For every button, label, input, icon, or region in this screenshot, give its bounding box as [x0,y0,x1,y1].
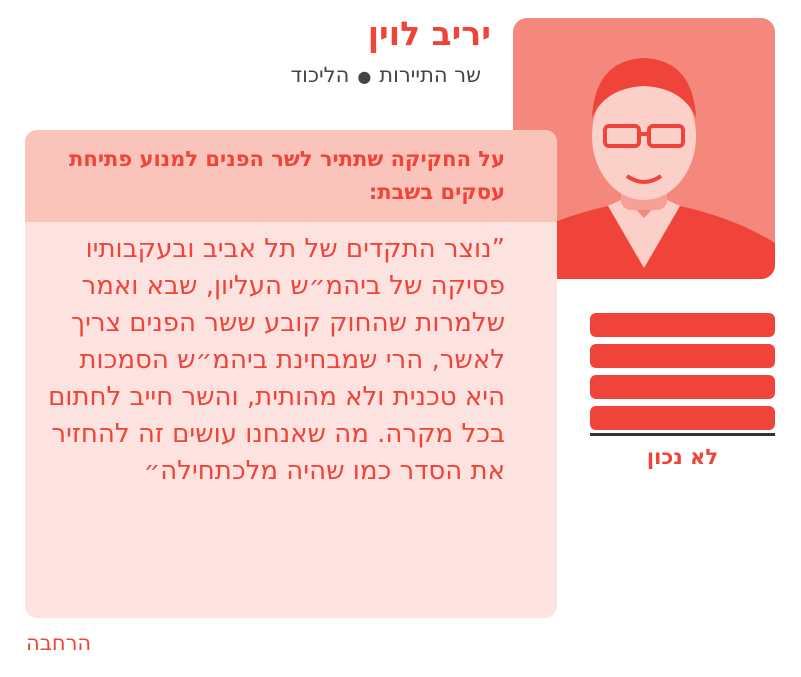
person-party: הליכוד [290,63,350,87]
quote-card: על החקיקה שתתיר לשר הפנים למנוע פתיחת עס… [25,130,557,618]
expand-link[interactable]: הרחבה [26,631,92,655]
truth-meter-bar [590,344,775,368]
verdict-label: לא נכון [646,445,719,469]
quote-text: ”נוצר התקדים של תל אביב ובעקבותיו פסיקה … [25,222,557,490]
truth-meter-divider [590,433,775,436]
person-name: יריב לוין [367,14,491,53]
separator-dot-icon: ● [357,67,372,86]
quote-topic: על החקיקה שתתיר לשר הפנים למנוע פתיחת עס… [25,130,557,222]
person-role: שר התיירות [379,63,481,87]
truth-meter-bar [590,375,775,399]
person-subtitle: שר התיירות ● הליכוד [291,60,481,92]
truth-meter [590,313,775,437]
truth-meter-bar [590,313,775,337]
truth-meter-bar [590,406,775,430]
